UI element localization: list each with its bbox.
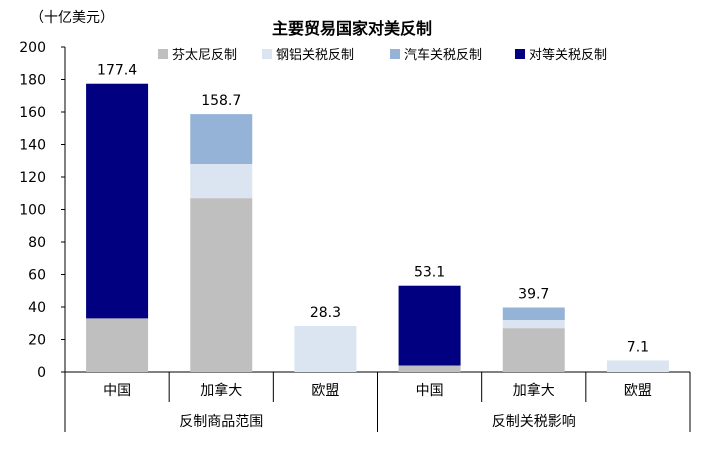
legend-swatch (158, 49, 168, 59)
group-label: 反制关税影响 (492, 414, 576, 430)
group-label: 反制商品范围 (179, 413, 263, 430)
unit-label: （十亿美元） (30, 10, 114, 26)
y-tick-label: 160 (19, 105, 46, 121)
y-tick-label: 120 (19, 170, 46, 186)
legend: 芬太尼反制 钢铝关税反制 汽车关税反制 对等关税反制 (158, 47, 607, 63)
y-tick-label: 60 (28, 268, 46, 284)
x-tick-label: 中国 (416, 383, 444, 399)
legend-label: 芬太尼反制 (172, 48, 237, 63)
bar-segment (502, 328, 565, 372)
y-tick-label: 0 (37, 365, 46, 381)
total-label: 177.4 (97, 63, 137, 79)
legend-label: 对等关税反制 (529, 47, 607, 63)
legend-swatch (515, 49, 525, 59)
legend-swatch (390, 49, 400, 59)
total-label: 7.1 (627, 339, 649, 355)
bar-segment (86, 83, 149, 319)
bar-segment (502, 320, 565, 329)
bar-segment (398, 365, 461, 372)
y-tick-label: 200 (19, 40, 46, 56)
total-label: 28.3 (310, 305, 341, 321)
y-tick-label: 140 (19, 138, 46, 154)
legend-label: 钢铝关税反制 (276, 48, 354, 63)
total-label: 39.7 (518, 286, 549, 302)
legend-label: 汽车关税反制 (404, 47, 482, 63)
bar-segment (190, 198, 253, 372)
x-tick-label: 加拿大 (200, 382, 242, 399)
y-tick-label: 100 (19, 203, 46, 219)
bar-segment (606, 360, 669, 372)
bar-segment (190, 164, 253, 199)
bar-segment (398, 285, 461, 366)
bar-segment (190, 114, 253, 164)
y-tick-label: 80 (28, 235, 46, 251)
x-tick-label: 欧盟 (311, 383, 339, 399)
y-tick-label: 20 (28, 333, 46, 349)
chart-title: 主要贸易国家对美反制 (272, 19, 432, 38)
legend-swatch (262, 49, 272, 59)
data-labels: 177.4 中国 158.7 加拿大 28.3 欧盟 53.1 中国 39.7 加拿大 7.1 欧盟反… (97, 63, 652, 430)
x-tick-label: 中国 (103, 383, 131, 399)
bar-segment (86, 318, 149, 372)
y-tick-label: 180 (19, 73, 46, 89)
total-label: 53.1 (414, 265, 445, 281)
y-tick-label: 40 (28, 300, 46, 316)
total-label: 158.7 (201, 93, 241, 109)
x-tick-label: 欧盟 (624, 383, 652, 399)
axes: 0 20 40 60 80 100 120 140 160 180 200 (19, 40, 691, 432)
bar-segment (502, 307, 565, 320)
x-tick-label: 加拿大 (513, 382, 555, 399)
bars (86, 83, 669, 372)
bar-segment (294, 326, 357, 372)
